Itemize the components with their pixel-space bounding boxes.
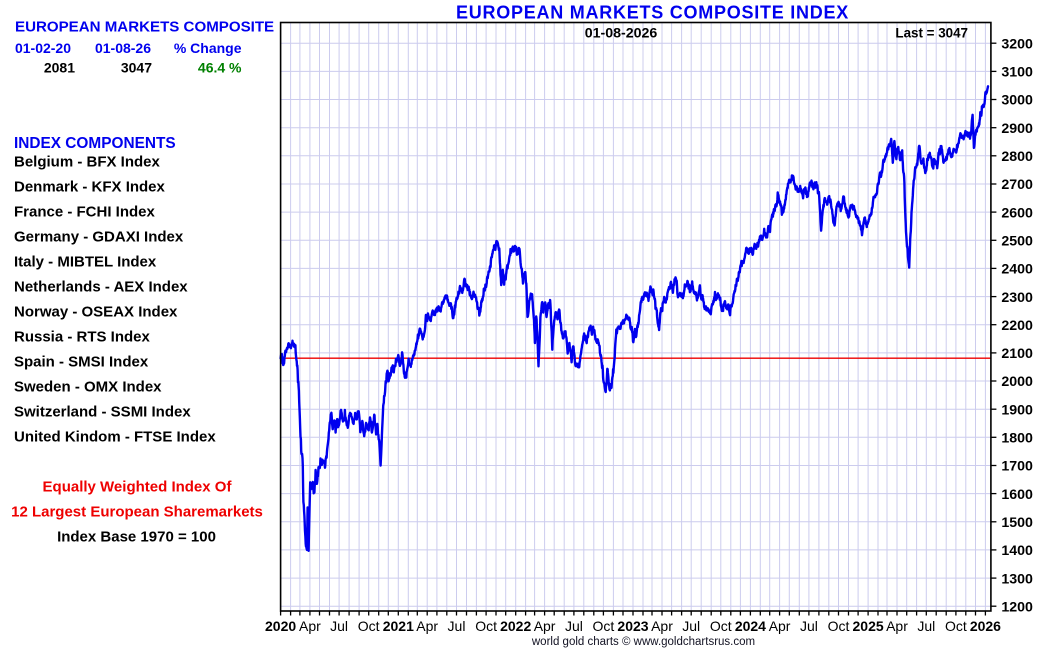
svg-text:3000: 3000 (1001, 93, 1033, 109)
svg-text:2020: 2020 (265, 618, 296, 634)
svg-text:Oct: Oct (593, 618, 615, 634)
svg-text:Equally Weighted Index Of: Equally Weighted Index Of (43, 479, 233, 496)
svg-text:Apr: Apr (769, 618, 791, 634)
svg-text:46.4 %: 46.4 % (198, 60, 242, 76)
svg-text:Last = 3047: Last = 3047 (895, 26, 968, 41)
svg-text:Oct: Oct (945, 618, 967, 634)
svg-text:Oct: Oct (710, 618, 732, 634)
svg-text:Apr: Apr (416, 618, 438, 634)
svg-text:Sweden - OMX Index: Sweden - OMX Index (14, 379, 162, 396)
svg-text:INDEX COMPONENTS: INDEX COMPONENTS (14, 135, 176, 152)
svg-text:1700: 1700 (1001, 459, 1033, 475)
svg-text:United Kindom - FTSE Index: United Kindom - FTSE Index (14, 429, 216, 446)
svg-text:Apr: Apr (299, 618, 321, 634)
svg-text:01-08-2026: 01-08-2026 (585, 26, 658, 42)
svg-text:Oct: Oct (828, 618, 850, 634)
svg-text:world gold charts © www.goldch: world gold charts © www.goldchartsrus.co… (531, 636, 755, 648)
svg-text:Oct: Oct (358, 618, 380, 634)
svg-text:2000: 2000 (1001, 374, 1033, 390)
svg-text:2081: 2081 (44, 60, 75, 76)
svg-text:% Change: % Change (174, 40, 242, 56)
svg-text:Apr: Apr (534, 618, 556, 634)
svg-text:2800: 2800 (1001, 149, 1033, 165)
svg-text:2022: 2022 (500, 618, 531, 634)
svg-text:1200: 1200 (1001, 599, 1033, 615)
svg-text:1600: 1600 (1001, 487, 1033, 503)
svg-text:2024: 2024 (735, 618, 766, 634)
svg-text:2300: 2300 (1001, 290, 1033, 306)
svg-text:01-02-20: 01-02-20 (15, 40, 71, 56)
svg-text:Italy - MIBTEL Index: Italy - MIBTEL Index (14, 254, 157, 271)
svg-text:2700: 2700 (1001, 177, 1033, 193)
svg-text:Jul: Jul (448, 618, 466, 634)
svg-text:3047: 3047 (121, 60, 152, 76)
svg-text:Jul: Jul (682, 618, 700, 634)
svg-text:Belgium - BFX Index: Belgium - BFX Index (14, 154, 161, 171)
svg-text:EUROPEAN MARKETS COMPOSITE: EUROPEAN MARKETS COMPOSITE (15, 19, 274, 36)
svg-text:2025: 2025 (853, 618, 884, 634)
svg-text:Russia - RTS Index: Russia - RTS Index (14, 329, 151, 346)
svg-text:EUROPEAN MARKETS COMPOSITE IND: EUROPEAN MARKETS COMPOSITE INDEX (456, 3, 849, 23)
svg-text:01-08-26: 01-08-26 (95, 40, 151, 56)
svg-text:12 Largest European Sharemarke: 12 Largest European Sharemarkets (11, 504, 263, 521)
svg-text:Norway - OSEAX Index: Norway - OSEAX Index (14, 304, 178, 321)
svg-text:2023: 2023 (617, 618, 648, 634)
svg-text:Apr: Apr (651, 618, 673, 634)
svg-text:Jul: Jul (330, 618, 348, 634)
svg-text:France - FCHI Index: France - FCHI Index (14, 204, 156, 221)
svg-text:1300: 1300 (1001, 571, 1033, 587)
svg-text:2600: 2600 (1001, 205, 1033, 221)
svg-text:2900: 2900 (1001, 121, 1033, 137)
svg-text:Denmark - KFX Index: Denmark - KFX Index (14, 179, 166, 196)
svg-text:Germany - GDAXI Index: Germany - GDAXI Index (14, 229, 184, 246)
svg-text:3200: 3200 (1001, 36, 1033, 52)
svg-text:2400: 2400 (1001, 262, 1033, 278)
svg-text:Netherlands - AEX Index: Netherlands - AEX Index (14, 279, 188, 296)
svg-text:Jul: Jul (917, 618, 935, 634)
svg-text:Index Base 1970 = 100: Index Base 1970 = 100 (57, 529, 216, 546)
svg-text:2026: 2026 (970, 618, 1001, 634)
svg-text:Jul: Jul (800, 618, 818, 634)
svg-text:1500: 1500 (1001, 515, 1033, 531)
svg-text:Spain - SMSI Index: Spain - SMSI Index (14, 354, 149, 371)
svg-text:2500: 2500 (1001, 234, 1033, 250)
svg-text:1800: 1800 (1001, 431, 1033, 447)
svg-text:3100: 3100 (1001, 65, 1033, 81)
svg-text:Jul: Jul (565, 618, 583, 634)
svg-text:1400: 1400 (1001, 543, 1033, 559)
svg-text:Switzerland - SSMI Index: Switzerland - SSMI Index (14, 404, 191, 421)
svg-text:2021: 2021 (383, 618, 414, 634)
svg-text:1900: 1900 (1001, 402, 1033, 418)
svg-text:Apr: Apr (886, 618, 908, 634)
svg-text:2200: 2200 (1001, 318, 1033, 334)
svg-text:2100: 2100 (1001, 346, 1033, 362)
svg-text:Oct: Oct (475, 618, 497, 634)
